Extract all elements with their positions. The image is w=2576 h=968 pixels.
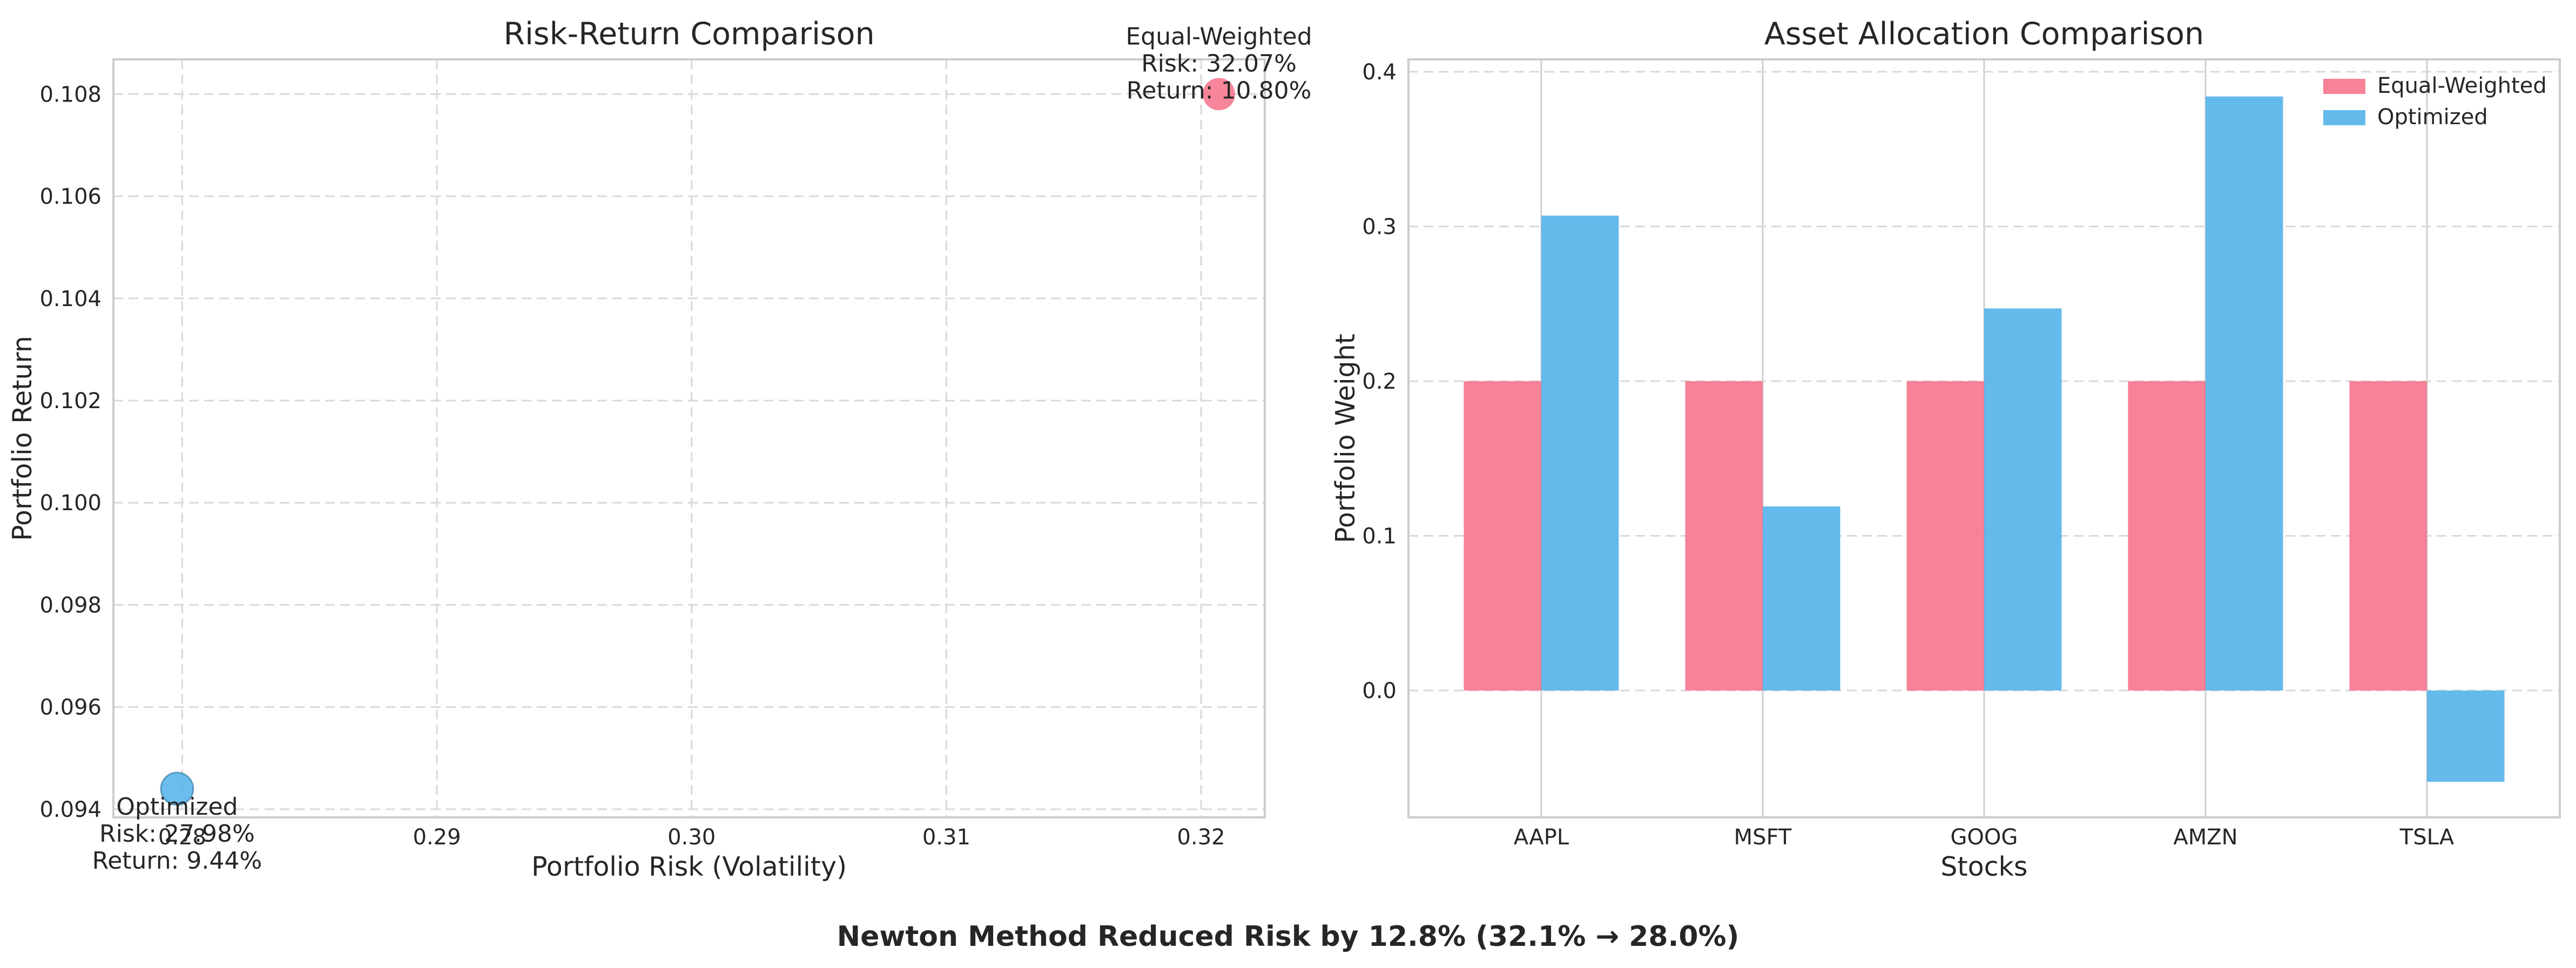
y-tick-label: 0.096 (39, 695, 102, 720)
y-tick-label: 0.3 (1362, 214, 1397, 239)
point-annotation: Return: 10.80% (1127, 77, 1312, 104)
asset-allocation-title: Asset Allocation Comparison (1764, 16, 2204, 52)
x-tick-label: 0.29 (413, 825, 461, 850)
asset-allocation-plot-area (1407, 58, 2561, 818)
x-tick-label: AMZN (2173, 825, 2237, 850)
asset-allocation-y-axis-label: Portfolio Weight (1330, 334, 1361, 543)
x-tick-label: GOOG (1951, 825, 2018, 850)
y-tick-label: 0.102 (39, 389, 102, 414)
legend-label: Optimized (2377, 105, 2488, 130)
x-tick-label: TSLA (2399, 825, 2454, 850)
bar-optimized-aapl (1541, 215, 1619, 691)
point-annotation: Risk: 32.07% (1141, 50, 1297, 77)
legend-swatch-optimized (2323, 110, 2365, 125)
x-tick-label: MSFT (1734, 825, 1792, 850)
x-tick-label: AAPL (1514, 825, 1569, 850)
risk-return-chart: 0.28 0.29 0.30 0.31 0.32 0.094 0.096 0.098 0.100… (7, 16, 1312, 882)
point-annotation: Equal-Weighted (1125, 23, 1312, 50)
data-point-equal-weighted (1203, 78, 1236, 111)
y-tick-label: 0.4 (1362, 60, 1397, 85)
y-tick-label: 0.108 (39, 82, 102, 107)
x-tick-label: 0.30 (667, 825, 716, 850)
bar-equal-weighted-aapl (1464, 381, 1541, 691)
bar-optimized-goog (1984, 308, 2062, 691)
risk-return-plot-area (112, 58, 1266, 818)
legend: Equal-Weighted Optimized (2323, 73, 2547, 130)
figure-suptitle: Newton Method Reduced Risk by 12.8% (32.… (837, 920, 1739, 953)
asset-allocation-x-axis-label: Stocks (1940, 851, 2027, 882)
bar-optimized-msft (1763, 506, 1840, 691)
asset-allocation-chart: AAPL MSFT GOOG AMZN TSLA 0.0 0.1 0.2 0.3 0.4 Equa… (1330, 16, 2561, 882)
y-tick-label: 0.104 (39, 287, 102, 312)
risk-return-y-axis-label: Portfolio Return (7, 336, 38, 541)
bar-optimized-amzn (2206, 96, 2283, 691)
bar-equal-weighted-msft (1685, 381, 1763, 691)
y-tick-label: 0.2 (1362, 369, 1397, 394)
risk-return-x-axis-label: Portfolio Risk (Volatility) (531, 851, 847, 882)
legend-label: Equal-Weighted (2377, 73, 2547, 98)
bar-equal-weighted-tsla (2349, 381, 2427, 691)
x-tick-label: 0.28 (158, 825, 206, 850)
x-tick-label: 0.32 (1177, 825, 1225, 850)
data-point-optimized (160, 771, 194, 806)
point-annotation: Risk: 27.98% (99, 820, 255, 848)
bar-equal-weighted-amzn (2128, 381, 2206, 691)
y-tick-label: 0.098 (39, 593, 102, 618)
bar-equal-weighted-goog (1906, 381, 1984, 691)
point-annotation: Return: 9.44% (92, 847, 262, 875)
risk-return-title: Risk-Return Comparison (503, 16, 874, 52)
y-tick-label: 0.1 (1362, 524, 1397, 549)
bar-optimized-tsla (2427, 691, 2505, 782)
point-annotation: Optimized (116, 793, 238, 821)
legend-swatch-equal-weighted (2323, 79, 2365, 94)
y-tick-label: 0.106 (39, 185, 102, 209)
y-tick-label: 0.100 (39, 491, 102, 516)
x-tick-label: 0.31 (922, 825, 970, 850)
y-tick-label: 0.0 (1362, 679, 1397, 703)
y-tick-label: 0.094 (39, 797, 102, 822)
